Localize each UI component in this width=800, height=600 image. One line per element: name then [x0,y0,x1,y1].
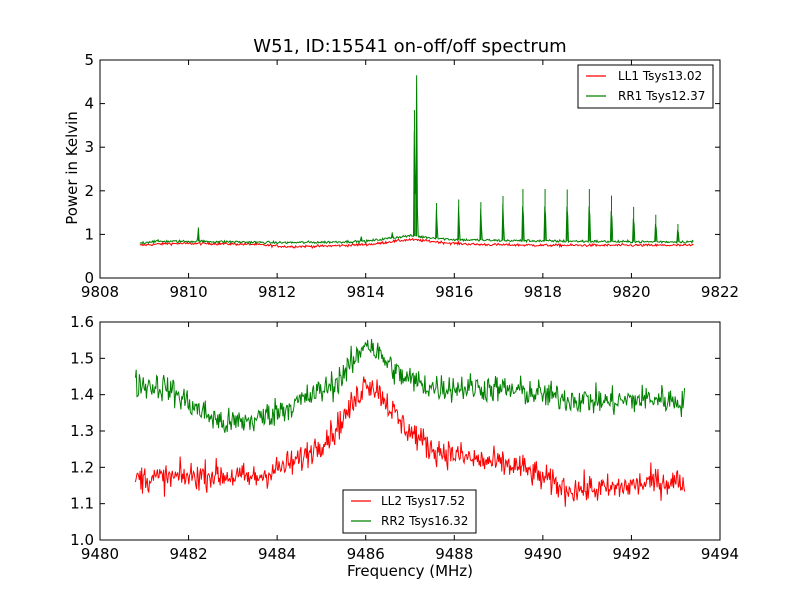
bottom-legend-box [342,489,477,534]
x-tick-label: 9818 [524,283,562,301]
series-line-ll1 [139,237,694,249]
bottom-legend: LL2 Tsys17.52 RR2 Tsys16.32 [342,489,477,534]
x-tick-label: 9820 [612,283,650,301]
bottom-x-axis-label: Frequency (MHz) [347,562,473,580]
y-tick-label: 1.6 [70,313,94,331]
series-line-rr2 [134,338,686,433]
y-tick-label: 1.0 [70,531,94,549]
top-spectrum-panel: 9808 9810 9812 9814 9816 9818 9820 9822 0 1 2 3 4 5 P… [63,51,739,301]
x-tick-label: 9494 [701,545,739,563]
top-legend: LL1 Tsys13.02 RR1 Tsys12.37 [577,64,714,109]
y-tick-label: 1.2 [70,458,94,476]
chart-title: W51, ID:15541 on-off/off spectrum [253,36,566,57]
legend-label-rr1: RR1 Tsys12.37 [618,89,705,103]
y-tick-label: 1 [84,225,94,243]
legend-label-rr2: RR2 Tsys16.32 [381,514,468,528]
bottom-plot-area: 9480 9482 9484 9486 9488 9490 9492 9494 1.0 1.1 1.… [70,313,739,563]
y-tick-label: 2 [84,182,94,200]
y-tick-label: 0 [84,269,94,287]
x-tick-label: 9490 [524,545,562,563]
top-y-axis-label: Power in Kelvin [63,111,81,225]
series-line-rr1 [139,75,694,245]
legend-label-ll2: LL2 Tsys17.52 [381,494,465,508]
x-tick-label: 9816 [435,283,473,301]
x-tick-label: 9484 [258,545,296,563]
x-tick-label: 9814 [347,283,385,301]
legend-label-ll1: LL1 Tsys13.02 [618,69,702,83]
x-tick-label: 9480 [81,545,119,563]
x-tick-label: 9808 [81,283,119,301]
y-tick-label: 1.4 [70,386,94,404]
x-tick-label: 9488 [435,545,473,563]
x-tick-label: 9492 [612,545,650,563]
x-tick-label: 9486 [347,545,385,563]
y-tick-label: 4 [84,95,94,113]
y-tick-label: 1.5 [70,349,94,367]
x-tick-label: 9810 [169,283,207,301]
x-tick-label: 9812 [258,283,296,301]
plot-frame [99,59,721,279]
top-legend-box [577,64,714,109]
x-tick-label: 9822 [701,283,739,301]
x-tick-label: 9482 [169,545,207,563]
bottom-spectrum-panel: 9480 9482 9484 9486 9488 9490 9492 9494 1.0 1.1 1.… [70,313,739,580]
y-tick-label: 1.3 [70,422,94,440]
series-line-ll2 [134,376,686,507]
y-tick-label: 5 [84,51,94,69]
top-plot-area: 9808 9810 9812 9814 9816 9818 9820 9822 0 1 2 3 4 5 [81,51,739,301]
y-tick-label: 1.1 [70,495,94,513]
y-tick-label: 3 [84,138,94,156]
